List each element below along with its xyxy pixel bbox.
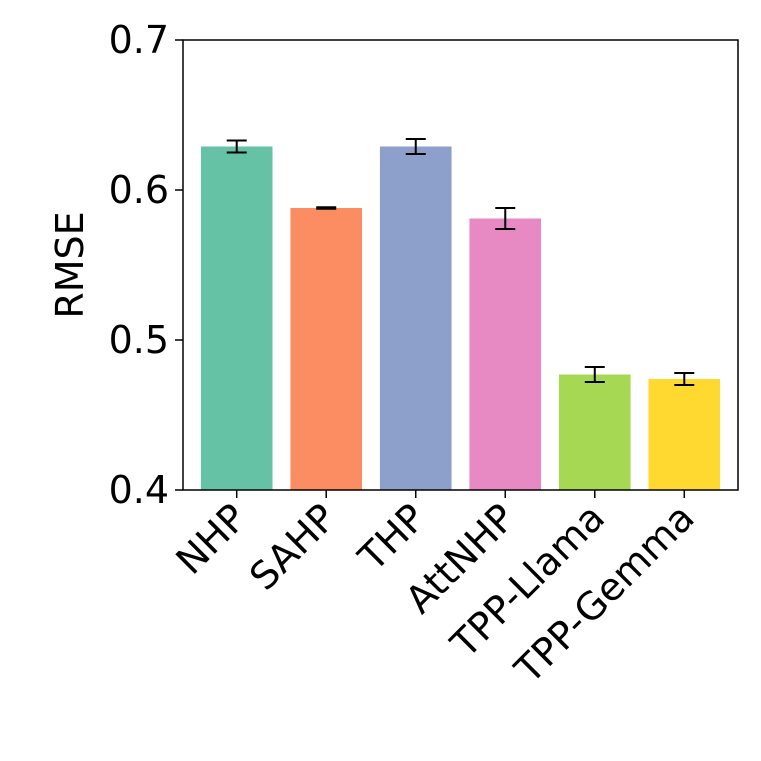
y-tick-label: 0.4 (109, 468, 169, 512)
error-bar-thp (405, 138, 426, 155)
error-bar-sahp (316, 206, 337, 210)
error-bars-layer (226, 138, 695, 386)
bar-attnhp (469, 218, 542, 490)
bar-thp (379, 146, 452, 490)
bar-nhp (200, 146, 273, 490)
x-tick-label-sahp: SAHP (241, 495, 344, 598)
y-tick-label: 0.5 (109, 318, 169, 362)
bar-sahp (290, 208, 363, 490)
error-bar-attnhp (495, 207, 516, 230)
y-tick-label: 0.7 (109, 18, 169, 62)
plot-frame (182, 39, 739, 491)
bar-tpp-llama (558, 374, 631, 490)
bars-layer (200, 146, 721, 490)
error-bar-tpp-gemma (674, 372, 695, 386)
error-bar-nhp (226, 139, 247, 154)
y-axis-label: RMSE (48, 211, 92, 318)
y-tick-label: 0.6 (109, 168, 169, 212)
error-bar-tpp-llama (584, 366, 605, 383)
y-axis: 0.4 0.5 0.6 0.7 (109, 18, 183, 512)
bar-tpp-gemma (648, 379, 721, 490)
